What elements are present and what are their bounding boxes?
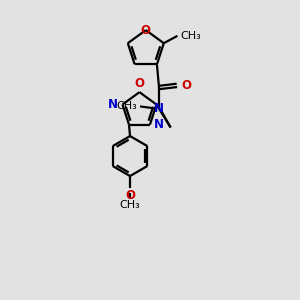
- Text: CH₃: CH₃: [120, 200, 140, 210]
- Text: O: O: [125, 189, 135, 202]
- Text: N: N: [154, 102, 164, 115]
- Text: CH₃: CH₃: [181, 31, 201, 41]
- Text: O: O: [134, 77, 145, 90]
- Text: O: O: [181, 79, 191, 92]
- Text: N: N: [154, 118, 164, 131]
- Text: CH₃: CH₃: [116, 101, 137, 111]
- Text: O: O: [141, 24, 151, 37]
- Text: N: N: [108, 98, 118, 111]
